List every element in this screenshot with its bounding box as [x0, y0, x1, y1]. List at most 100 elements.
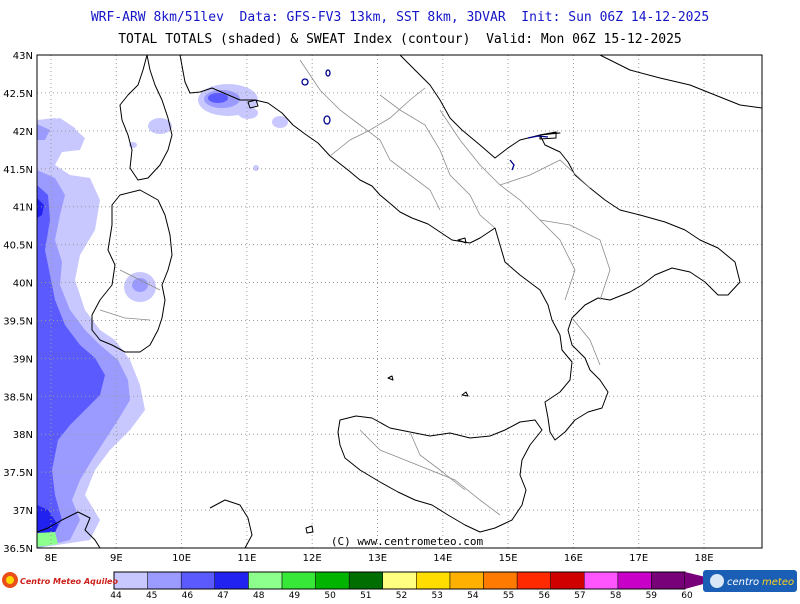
lat-label: 42.5N [3, 89, 33, 100]
graticule [37, 55, 762, 548]
colorbar-label: 51 [360, 591, 371, 600]
lon-label: 17E [629, 553, 648, 564]
colorbar-label: 56 [539, 591, 551, 600]
colorbar-swatch [348, 571, 383, 590]
lat-label: 38N [13, 430, 33, 441]
colorbar-swatch [651, 571, 686, 590]
lat-label: 37.5N [3, 468, 33, 479]
shade-west-top [37, 118, 80, 150]
lon-label: 12E [303, 553, 322, 564]
colorbar-swatch [617, 571, 652, 590]
coast-tremiti [539, 131, 557, 140]
lon-label: 10E [172, 553, 191, 564]
shade-ligurian-46 [208, 93, 228, 103]
colorbar-swatch [248, 571, 283, 590]
lon-label: 18E [694, 553, 713, 564]
lon-label: 8E [45, 553, 58, 564]
shade-sardinia-45 [132, 278, 148, 292]
colorbar-arrow [685, 572, 718, 589]
logo-right-badge [703, 570, 797, 592]
coast-corsica [119, 55, 173, 181]
shade-ligurian-c [272, 116, 288, 128]
colorbar-label: 55 [503, 591, 514, 600]
colorbar: 44 45 46 47 48 49 50 51 52 53 54 55 56 57 58 59 60 [110, 571, 718, 601]
lat-label: 36.5N [3, 544, 33, 555]
coast-tunisia [37, 511, 101, 548]
coast-sardinia [91, 189, 173, 353]
lat-label: 37N [13, 506, 33, 517]
lon-label: 14E [433, 553, 452, 564]
lat-label: 42N [13, 127, 33, 138]
colorbar-swatch [550, 571, 585, 590]
shade-west-top2 [37, 124, 50, 140]
shade-ligurian-b [238, 107, 258, 119]
shade-west-46 [37, 185, 105, 545]
shade-west-48 [37, 532, 58, 547]
coast-ischia [457, 237, 467, 244]
colorbar-label: 53 [431, 591, 442, 600]
coast-tunisia-cape [209, 499, 253, 548]
colorbar-label: 52 [396, 591, 407, 600]
lat-label: 38.5N [3, 392, 33, 403]
lat-label: 39.5N [3, 316, 33, 327]
logo-right-text-a: centro [727, 577, 759, 588]
colorbar-swatch [516, 571, 551, 590]
lat-label: 39N [13, 354, 33, 365]
colorbar-swatch [214, 571, 249, 590]
colorbar-swatch [147, 571, 182, 590]
lat-label: 40N [13, 279, 33, 290]
colorbar-swatch [315, 571, 350, 590]
coast-lipari [461, 391, 469, 397]
colorbar-label: 58 [610, 591, 622, 600]
logo-left-text: Centro Meteo Aquileo [20, 577, 118, 586]
longitude-labels: 8E 9E 10E 11E 12E 13E 14E 15E 16E 17E 18E [45, 553, 714, 564]
colorbar-label: 50 [324, 591, 336, 600]
total-totals-shading [37, 84, 288, 548]
coast-ustica [387, 375, 394, 381]
lon-label: 11E [237, 553, 256, 564]
lat-label: 43N [13, 51, 33, 62]
colorbar-swatch [583, 571, 619, 590]
logo-right: centro meteo [703, 570, 797, 592]
copyright-text: (C) www.centrometeo.com [331, 535, 484, 548]
colorbar-swatch [180, 571, 216, 590]
coast-italian-peninsula [179, 55, 741, 441]
lon-label: 16E [564, 553, 583, 564]
colorbar-label: 45 [146, 591, 157, 600]
lat-label: 41N [13, 203, 33, 214]
regional-borders [99, 59, 611, 516]
lat-label: 40.5N [3, 241, 33, 252]
colorbar-label: 49 [289, 591, 301, 600]
colorbar-label: 54 [467, 591, 479, 600]
colorbar-swatch [382, 571, 417, 590]
header-title-line: TOTAL TOTALS (shaded) & SWEAT Index (con… [118, 32, 682, 47]
colorbar-label: 47 [217, 591, 228, 600]
colorbar-label: 57 [574, 591, 585, 600]
shade-west-47 [37, 198, 44, 218]
sweat-contours [301, 69, 549, 171]
map-frame [36, 54, 763, 549]
lon-label: 9E [110, 553, 123, 564]
colorbar-label: 46 [182, 591, 194, 600]
shade-corsica [148, 118, 172, 134]
colorbar-label: 60 [681, 591, 693, 600]
latitude-labels: 43N 42.5N 42N 41.5N 41N 40.5N 40N 39.5N 39N 38.5N… [3, 51, 33, 555]
lon-label: 15E [499, 553, 518, 564]
colorbar-label: 48 [253, 591, 265, 600]
coast-croatia [599, 55, 762, 109]
colorbar-label: 59 [646, 591, 658, 600]
colorbar-swatch [449, 571, 484, 590]
lat-label: 41.5N [3, 165, 33, 176]
shade-small2 [253, 165, 259, 171]
colorbar-swatch [281, 571, 316, 590]
colorbar-swatch [416, 571, 451, 590]
logo-right-text-b: meteo [762, 577, 794, 588]
coast-pantelleria [305, 525, 314, 534]
header-init-line: WRF-ARW 8km/51lev Data: GFS-FV3 13km, SS… [90, 10, 710, 25]
coast-elba [247, 99, 259, 109]
colorbar-label: 44 [110, 591, 122, 600]
colorbar-swatch [483, 571, 518, 590]
coast-sicily [337, 415, 543, 533]
